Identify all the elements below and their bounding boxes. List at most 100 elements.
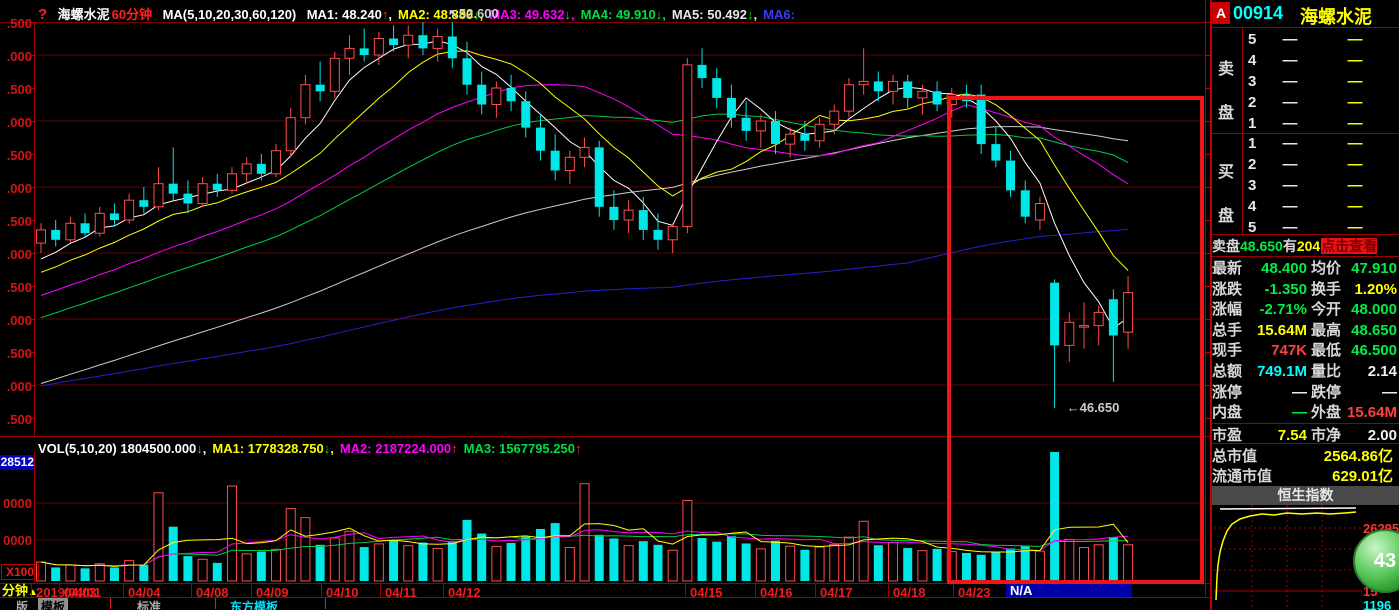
sell-level[interactable]: 1: [1248, 115, 1257, 132]
buy-price[interactable]: —: [1282, 177, 1298, 194]
stock-code[interactable]: 00914: [1233, 3, 1284, 23]
axis-tick: [1205, 253, 1210, 254]
price-axis-label: .500: [6, 16, 32, 31]
sell-price[interactable]: —: [1282, 115, 1298, 132]
date-tick: [685, 583, 686, 597]
axis-tick: [30, 121, 35, 122]
date-tick: [443, 583, 444, 597]
buy-price[interactable]: —: [1282, 198, 1298, 215]
buy-price[interactable]: —: [1282, 219, 1298, 236]
quote-row: 涨幅 -2.71% 今开 48.000: [1212, 301, 1397, 319]
quote-row: 现手 747K 最低 46.500: [1212, 342, 1397, 360]
stock-name-label: 海螺水泥: [57, 7, 110, 22]
app-icon[interactable]: A: [1212, 2, 1230, 24]
axis-tick: [1205, 220, 1210, 221]
buy-label: 盘: [1218, 208, 1235, 225]
buy-qty[interactable]: —: [1347, 135, 1363, 152]
stock-name[interactable]: 海螺水泥: [1300, 7, 1372, 27]
axis-tick: [30, 385, 35, 386]
ma-values: MA1: 48.240↑, MA2: 48.880↓, MA3: 49.632↓, M…: [307, 6, 801, 23]
template-tab[interactable]: 标准: [137, 600, 162, 610]
divider: [1212, 133, 1399, 134]
price-axis-label: .500: [6, 82, 32, 97]
axis-tick: [30, 220, 35, 221]
sell-qty[interactable]: —: [1347, 52, 1363, 69]
template-tab[interactable]: 版: [16, 600, 29, 610]
date-tick: [755, 583, 756, 597]
template-tab[interactable]: 东方模板: [230, 600, 279, 610]
sell-price[interactable]: —: [1282, 31, 1298, 48]
date-axis-top-border: [0, 583, 1210, 584]
help-icon[interactable]: ?: [38, 6, 48, 23]
buy-level[interactable]: 4: [1248, 198, 1257, 215]
buy-qty[interactable]: —: [1347, 177, 1363, 194]
date-tick-label: 04/12: [448, 585, 481, 600]
sell-qty[interactable]: —: [1347, 73, 1363, 90]
buy-qty[interactable]: —: [1347, 156, 1363, 173]
sell-level[interactable]: 3: [1248, 73, 1257, 90]
axis-tick: [1205, 286, 1210, 287]
buy-level[interactable]: 2: [1248, 156, 1257, 173]
sell-price[interactable]: —: [1282, 73, 1298, 90]
price-axis-label: .500: [6, 346, 32, 361]
axis-tick: [30, 352, 35, 353]
sell-summary-price: 48.650: [1240, 238, 1283, 254]
click-to-view-link[interactable]: 点击查看: [1321, 238, 1378, 254]
date-tick: [953, 583, 954, 597]
price-axis-label: .000: [6, 379, 32, 394]
price-axis-label: .500: [6, 412, 32, 427]
sell-level[interactable]: 2: [1248, 94, 1257, 111]
buy-level[interactable]: 3: [1248, 177, 1257, 194]
axis-tick: [30, 22, 35, 23]
volume-axis-max-label: 28512: [0, 455, 34, 470]
date-tick-label: 2019/04/01: [36, 585, 102, 600]
period-selector[interactable]: 分钟▲: [2, 583, 38, 598]
price-axis-label: .000: [6, 313, 32, 328]
divider: [1212, 234, 1399, 235]
axis-tick: [30, 55, 35, 56]
svg-text:←46.650: ←46.650: [1067, 400, 1120, 415]
sell-qty[interactable]: —: [1347, 31, 1363, 48]
date-tick: [31, 583, 32, 597]
tab-separator: [110, 598, 111, 609]
sell-qty[interactable]: —: [1347, 94, 1363, 111]
ma-legend-item: MA3: 49.632↓,: [489, 7, 575, 22]
ma-legend-item: MA6:: [763, 7, 795, 22]
buy-price[interactable]: —: [1282, 156, 1298, 173]
sell-level[interactable]: 4: [1248, 52, 1257, 69]
buy-qty[interactable]: —: [1347, 219, 1363, 236]
volume-axis-label: 0000: [3, 533, 32, 548]
date-tick-label: 04/18: [893, 585, 926, 600]
axis-tick: [30, 286, 35, 287]
buy-level[interactable]: 1: [1248, 135, 1257, 152]
sell-summary-mid: 有: [1282, 238, 1297, 254]
axis-tick: [1205, 187, 1210, 188]
volume-axis-label: 0000: [3, 496, 32, 511]
ma-legend-item: MA4: 49.910↓,: [580, 7, 666, 22]
sell-level[interactable]: 5: [1248, 31, 1257, 48]
buy-level[interactable]: 5: [1248, 219, 1257, 236]
sell-price[interactable]: —: [1282, 52, 1298, 69]
sell-qty[interactable]: —: [1347, 115, 1363, 132]
date-tick: [191, 583, 192, 597]
buy-price[interactable]: —: [1282, 135, 1298, 152]
sell-price[interactable]: —: [1282, 94, 1298, 111]
hsi-mini-chart[interactable]: [1212, 505, 1362, 610]
buy-qty[interactable]: —: [1347, 198, 1363, 215]
na-period-highlight: N/A: [1006, 584, 1132, 597]
date-tick: [59, 583, 60, 597]
ma-header-label: MA(5,10,20,30,60,120): [162, 7, 297, 22]
divider: [1212, 443, 1399, 444]
date-tick-label: 04/11: [385, 585, 417, 600]
divider: [1212, 27, 1399, 28]
date-tick-label: 04/03: [64, 585, 97, 600]
ma-legend-item: MA1: 48.240↑,: [306, 7, 392, 22]
template-tab[interactable]: 模板: [38, 598, 69, 610]
period-label[interactable]: 60分钟: [111, 7, 153, 22]
volume-chart[interactable]: [0, 452, 1210, 583]
floating-assistant-ball[interactable]: 43: [1353, 529, 1399, 593]
price-axis-label: .500: [6, 280, 32, 295]
hsi-header[interactable]: 恒生指数: [1212, 486, 1399, 505]
tab-separator: [325, 598, 326, 609]
price-candlestick-chart[interactable]: ←46.650: [0, 22, 1210, 437]
